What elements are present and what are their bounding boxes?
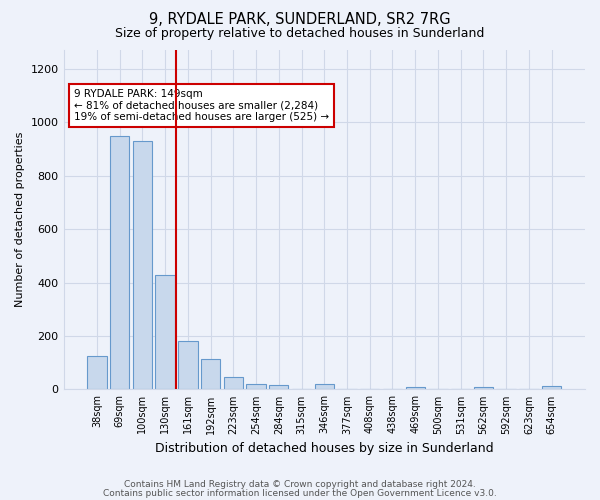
Bar: [87, 356, 107, 390]
Bar: [542, 386, 561, 390]
Bar: [110, 136, 130, 390]
Text: Contains HM Land Registry data © Crown copyright and database right 2024.: Contains HM Land Registry data © Crown c…: [124, 480, 476, 489]
X-axis label: Distribution of detached houses by size in Sunderland: Distribution of detached houses by size …: [155, 442, 494, 455]
Bar: [247, 384, 266, 390]
Bar: [201, 358, 220, 390]
Text: 9, RYDALE PARK, SUNDERLAND, SR2 7RG: 9, RYDALE PARK, SUNDERLAND, SR2 7RG: [149, 12, 451, 28]
Bar: [406, 388, 425, 390]
Text: Size of property relative to detached houses in Sunderland: Size of property relative to detached ho…: [115, 28, 485, 40]
Text: 9 RYDALE PARK: 149sqm
← 81% of detached houses are smaller (2,284)
19% of semi-d: 9 RYDALE PARK: 149sqm ← 81% of detached …: [74, 89, 329, 122]
Bar: [269, 384, 289, 390]
Bar: [155, 274, 175, 390]
Bar: [178, 342, 197, 390]
Bar: [224, 376, 243, 390]
Bar: [474, 388, 493, 390]
Bar: [314, 384, 334, 390]
Bar: [133, 141, 152, 390]
Y-axis label: Number of detached properties: Number of detached properties: [15, 132, 25, 308]
Text: Contains public sector information licensed under the Open Government Licence v3: Contains public sector information licen…: [103, 488, 497, 498]
